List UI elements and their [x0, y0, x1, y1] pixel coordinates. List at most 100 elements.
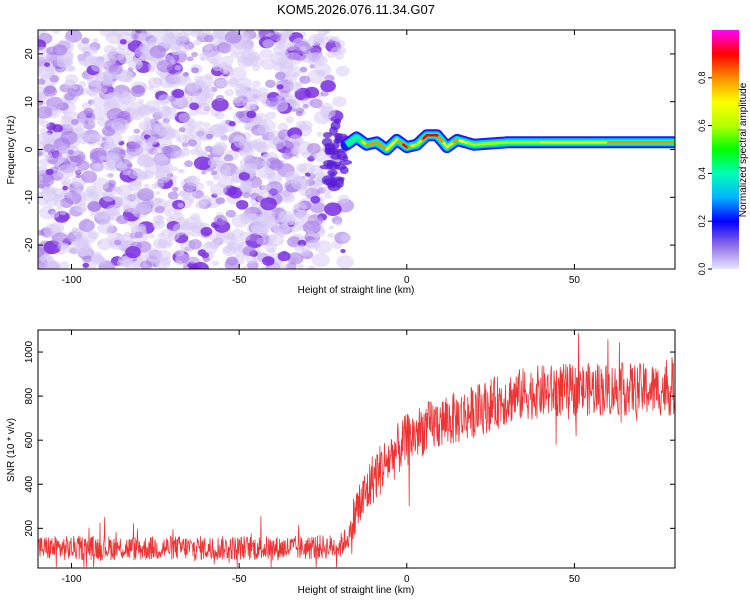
- spectrogram-noise-blob: [143, 183, 150, 189]
- spectrogram-noise-blob: [169, 212, 184, 224]
- spectrogram-noise-blob: [177, 168, 184, 173]
- spectrogram-transition-blob: [338, 159, 353, 166]
- spectrogram-noise-blob: [152, 77, 162, 85]
- spectrogram-noise-blob: [249, 192, 260, 200]
- spectrogram-noise-blob: [224, 30, 242, 44]
- spectrogram-noise-blob: [149, 45, 167, 59]
- figure-title: KOM5.2026.076.11.34.G07: [277, 2, 435, 17]
- snr-x-tick-label: 0: [404, 574, 410, 585]
- spectrogram-noise-blob: [175, 260, 182, 265]
- spectrogram-noise-blob: [231, 214, 249, 228]
- spectrogram-noise-blob: [59, 209, 67, 216]
- spectrogram-noise-blob: [279, 233, 286, 238]
- spectrogram-noise-blob: [180, 177, 198, 192]
- spectrogram-noise-blob: [38, 78, 46, 85]
- spectrogram-noise-blob: [87, 201, 102, 212]
- spectrogram-noise-blob: [51, 232, 69, 246]
- spectrogram-noise-blob: [216, 42, 232, 54]
- spectrogram-noise-blob: [162, 33, 181, 48]
- spectrogram-noise-blob: [309, 98, 323, 109]
- spectrogram-noise-blob: [65, 30, 83, 43]
- snr-frame: [37, 329, 676, 569]
- spectrogram-noise-blob: [173, 208, 182, 216]
- spectrogram-x-tick-label: -50: [232, 275, 247, 286]
- spectrogram-noise-blob: [260, 266, 267, 269]
- spectrogram-noise-blob: [204, 45, 212, 51]
- spectrogram-noise-blob: [87, 89, 99, 97]
- spectrogram-noise-blob: [291, 176, 310, 190]
- spectrogram-noise-blob: [204, 73, 214, 80]
- spectrogram-noise-blob: [38, 229, 44, 236]
- spectrogram-noise-blob: [140, 260, 153, 269]
- spectrogram-noise-blob: [132, 168, 144, 177]
- spectrogram-noise-blob: [118, 70, 134, 82]
- spectrogram-noise-blob: [87, 132, 101, 143]
- spectrogram-noise-blob: [300, 249, 311, 257]
- spectrogram-noise-blob: [296, 209, 310, 220]
- spectrogram-noise-blob: [242, 192, 251, 199]
- spectrogram-noise-blob: [186, 222, 197, 231]
- spectrogram-noise-blob: [57, 164, 75, 178]
- spectrogram-noise-blob: [174, 150, 185, 159]
- spectrogram-noise-blob: [266, 172, 275, 180]
- spectrogram-noise-blob: [238, 171, 251, 181]
- spectrogram-noise-blob: [215, 94, 225, 102]
- spectrogram-noise-blob: [310, 201, 326, 214]
- snr-panel: -100 -50 0 50 200 400 600 800 1000 Height of str…: [6, 329, 676, 596]
- spectrogram-noise-blob: [265, 111, 277, 120]
- spectrogram-noise-blob: [171, 175, 178, 180]
- snr-y-tick-label: 200: [24, 520, 35, 537]
- spectrogram-transition-blob: [329, 171, 336, 179]
- spectrogram-noise-blob: [289, 134, 302, 144]
- spectrogram-noise-blob: [247, 58, 255, 64]
- spectrogram-noise-blob: [270, 52, 288, 66]
- spectrogram-noise-blob: [332, 96, 347, 108]
- spectrogram-noise-blob: [178, 127, 186, 133]
- spectrogram-transition-blob: [332, 176, 345, 181]
- spectrogram-noise-blob: [160, 128, 176, 141]
- spectrogram-noise-blob: [71, 119, 79, 125]
- spectrogram-noise-blob: [313, 33, 328, 45]
- snr-y-tick-label: 1000: [24, 340, 35, 363]
- spectrogram-noise-blob: [298, 162, 316, 176]
- spectrogram-noise-blob: [340, 233, 352, 243]
- spectrogram-x-tick-label: -100: [62, 275, 82, 286]
- spectrogram-noise-blob: [213, 215, 228, 226]
- spectrogram-noise-blob: [311, 253, 330, 267]
- spectrogram-noise-blob: [290, 146, 301, 155]
- spectrogram-noise-blob: [87, 46, 98, 55]
- spectrogram-noise-blob: [336, 255, 355, 269]
- spectrogram-noise-blob: [186, 56, 194, 62]
- spectrogram-noise-blob: [219, 134, 229, 142]
- spectrogram-noise-blob: [58, 146, 69, 154]
- spectrogram-noise-blob: [320, 106, 336, 119]
- spectrogram-noise-blob: [115, 232, 122, 237]
- spectrogram-noise-blob: [40, 188, 58, 202]
- spectrogram-noise-blob: [94, 256, 107, 265]
- spectrogram-noise-blob: [262, 256, 275, 266]
- spectrogram-noise-blob: [132, 84, 145, 95]
- spectrogram-noise-blob: [238, 146, 255, 158]
- spectrogram-noise-blob: [268, 136, 286, 150]
- spectrogram-noise-blob: [304, 86, 320, 99]
- spectrogram-noise-blob: [159, 256, 172, 266]
- spectrogram-noise-blob: [172, 88, 185, 99]
- spectrogram-noise-blob: [38, 165, 48, 176]
- spectrogram-noise-blob: [49, 74, 60, 83]
- spectrogram-noise-blob: [177, 134, 191, 144]
- spectrogram-noise-blob: [116, 215, 129, 225]
- spectrogram-x-tick-label: 50: [569, 275, 581, 286]
- spectrogram-noise-blob: [151, 30, 168, 39]
- spectrogram-noise-blob: [145, 248, 163, 263]
- spectrogram-noise-blob: [225, 209, 236, 218]
- spectrogram-noise-blob: [148, 61, 159, 70]
- colorbar-tick-label: 0.4: [697, 167, 707, 180]
- spectrogram-noise-blob: [261, 184, 271, 192]
- spectrogram-noise-blob: [173, 71, 189, 84]
- spectrogram-noise-blob: [136, 33, 147, 42]
- spectrogram-noise-blob: [265, 79, 276, 89]
- spectrogram-noise-blob: [215, 78, 228, 88]
- spectrogram-noise-blob: [335, 65, 350, 77]
- spectrogram-noise-blob: [209, 57, 219, 65]
